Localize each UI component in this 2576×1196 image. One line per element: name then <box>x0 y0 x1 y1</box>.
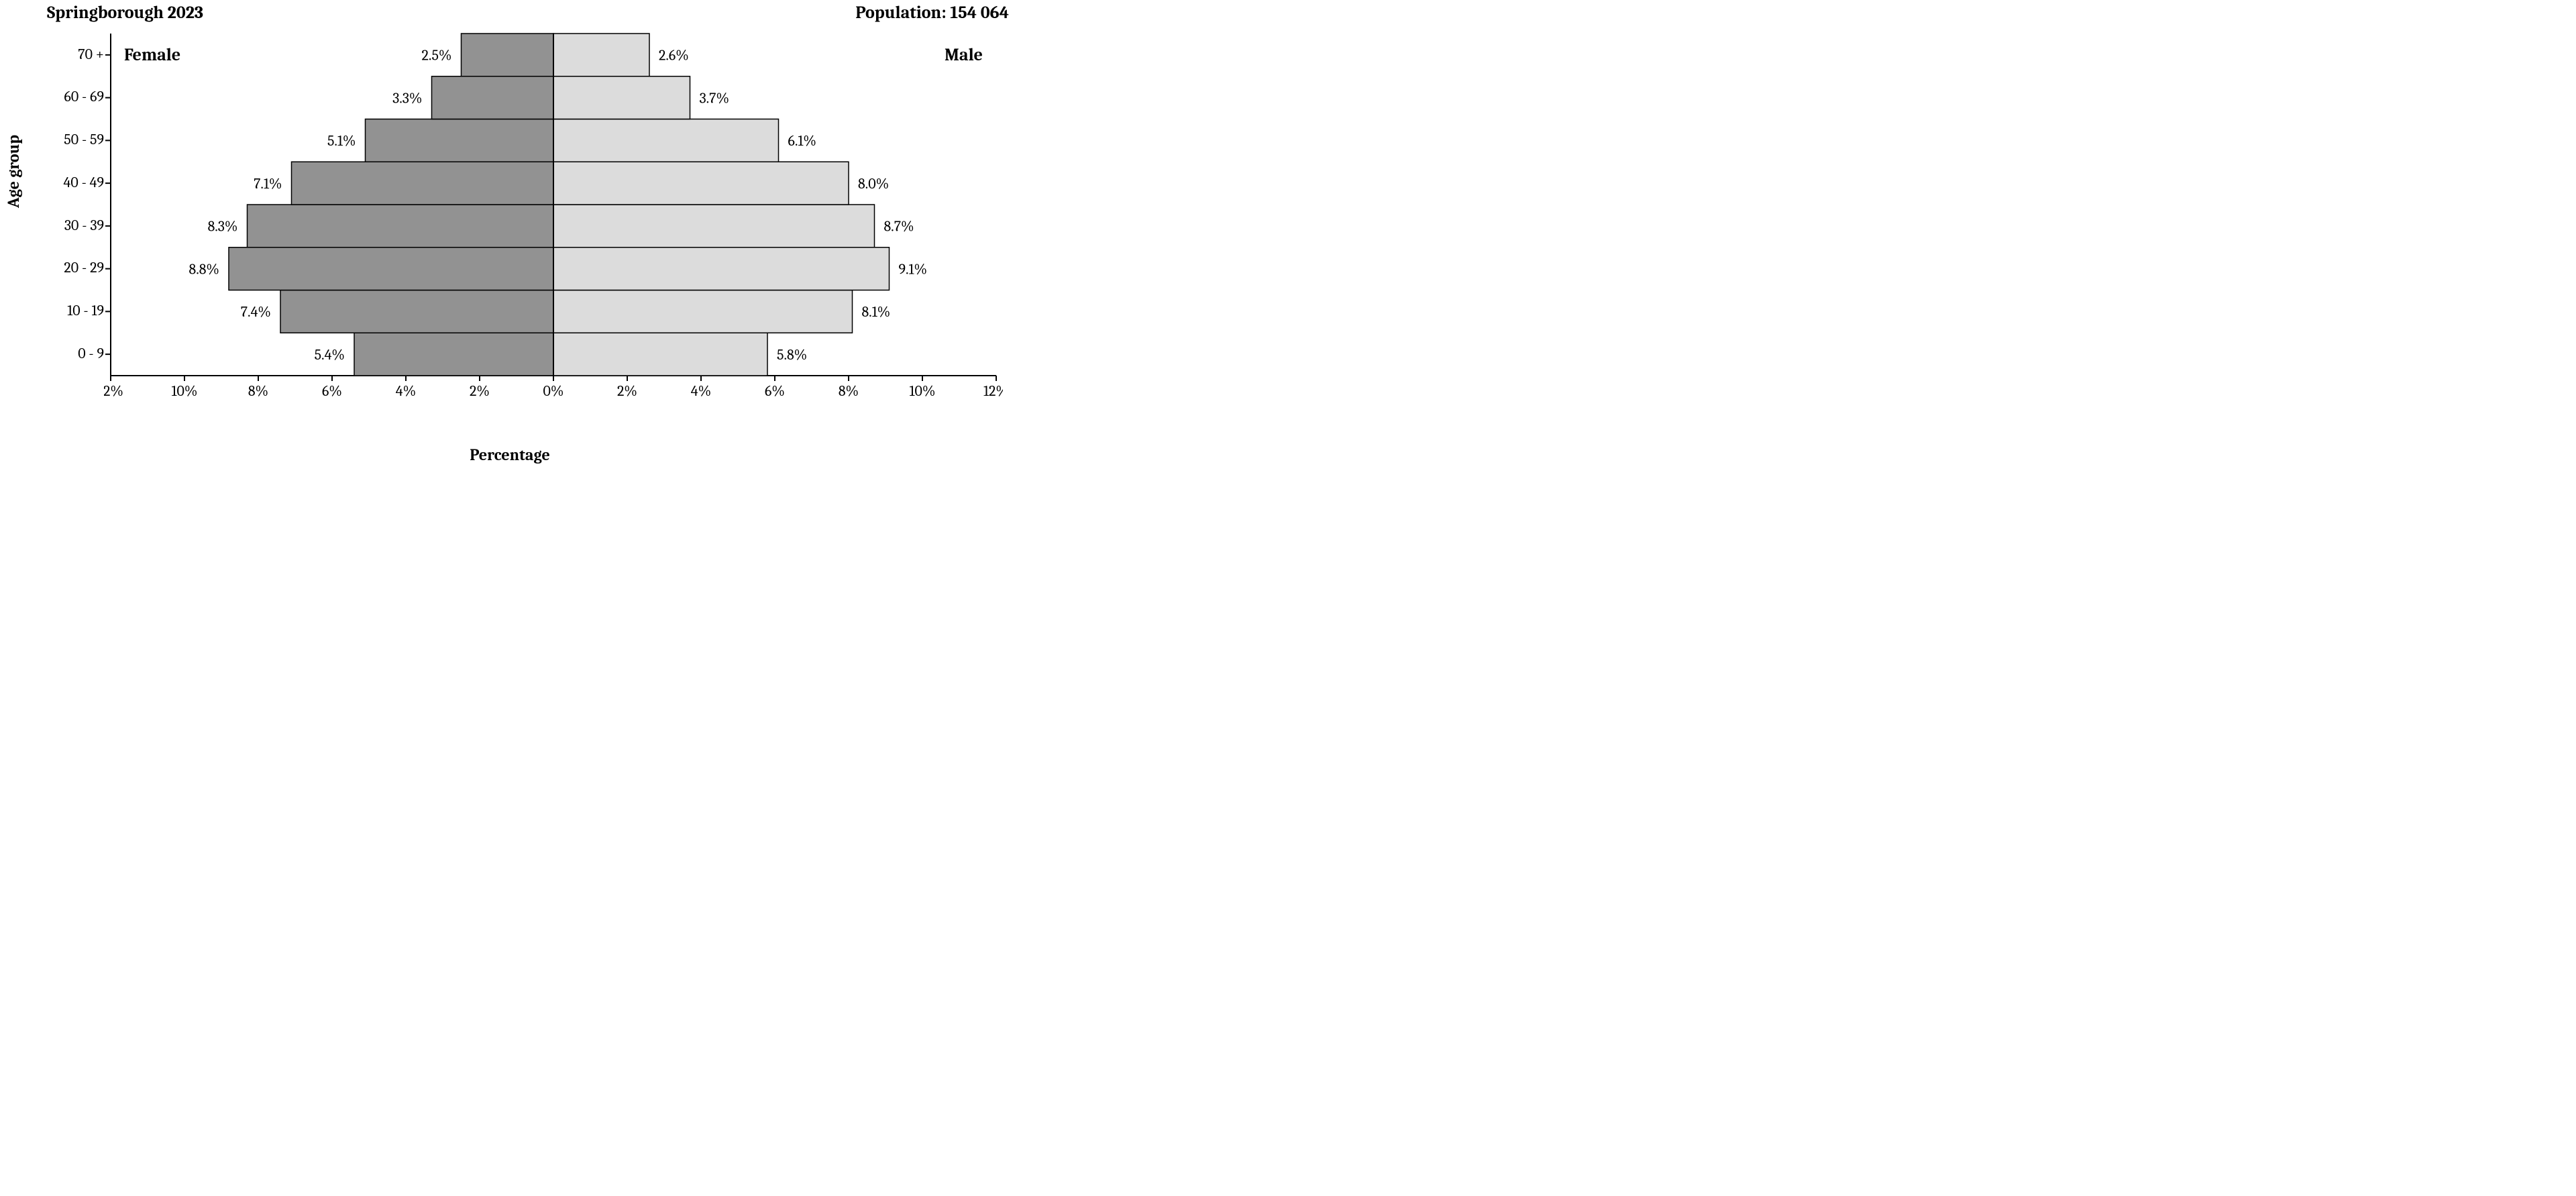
svg-text:12%: 12% <box>104 382 123 400</box>
svg-text:0%: 0% <box>543 382 564 400</box>
svg-text:4%: 4% <box>691 382 711 400</box>
svg-text:2%: 2% <box>470 382 490 400</box>
age-group-label: 10 - 19 <box>44 302 104 319</box>
svg-text:8%: 8% <box>839 382 859 400</box>
female-value-label: 5.1% <box>327 132 356 150</box>
female-value-label: 7.1% <box>254 175 282 193</box>
svg-text:2%: 2% <box>617 382 637 400</box>
female-value-label: 7.4% <box>241 303 271 321</box>
header-right: Population: 154 064 <box>855 3 1009 23</box>
male-value-label: 9.1% <box>899 260 928 278</box>
male-label: Male <box>945 45 983 65</box>
svg-text:6%: 6% <box>322 382 342 400</box>
svg-text:10%: 10% <box>910 382 936 400</box>
male-value-label: 8.0% <box>858 175 889 193</box>
svg-text:10%: 10% <box>172 382 198 400</box>
svg-text:6%: 6% <box>765 382 785 400</box>
female-value-label: 2.5% <box>422 47 452 64</box>
header-left: Springborough 2023 <box>47 3 203 23</box>
age-group-label: 0 - 9 <box>44 345 104 362</box>
svg-text:8%: 8% <box>248 382 268 400</box>
male-value-label: 8.1% <box>862 303 891 321</box>
svg-text:12%: 12% <box>983 382 1003 400</box>
male-value-label: 2.6% <box>659 47 689 64</box>
age-group-label: 70 + <box>44 46 104 63</box>
male-value-label: 6.1% <box>788 132 816 150</box>
svg-text:4%: 4% <box>396 382 416 400</box>
female-value-label: 5.4% <box>315 346 345 364</box>
age-group-label: 40 - 49 <box>44 174 104 191</box>
x-axis-title: Percentage <box>470 445 550 464</box>
age-group-label: 20 - 29 <box>44 259 104 276</box>
age-group-label: 30 - 39 <box>44 217 104 234</box>
male-value-label: 3.7% <box>700 89 730 107</box>
y-axis-title: Age group <box>4 135 23 208</box>
age-group-label: 60 - 69 <box>44 88 104 105</box>
population-pyramid: 12% 10% 8% 6% 4% 2% 0% 2% 4% 6% 8% 10% 12% 5.4% 5.8% 7.… <box>104 27 1003 402</box>
female-value-label: 8.3% <box>208 218 238 235</box>
male-value-label: 8.7% <box>884 218 914 235</box>
female-value-label: 8.8% <box>189 260 219 278</box>
age-group-label: 50 - 59 <box>44 131 104 148</box>
male-value-label: 5.8% <box>777 346 807 364</box>
female-value-label: 3.3% <box>392 89 422 107</box>
female-label: Female <box>124 45 180 65</box>
